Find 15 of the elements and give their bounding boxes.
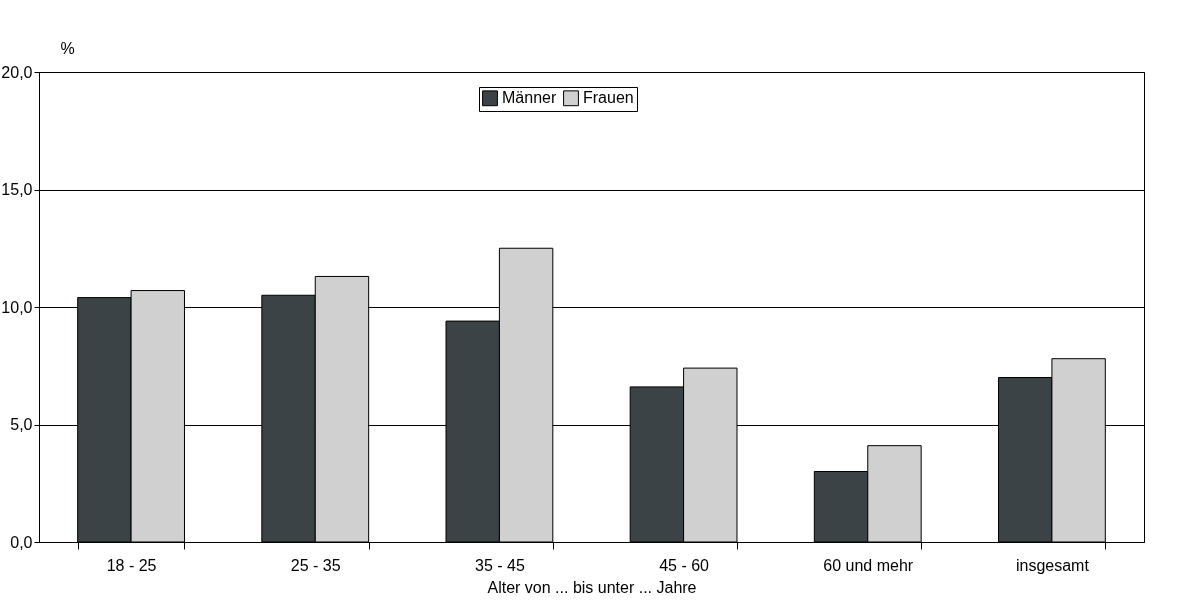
x-tick-label: 25 - 35 xyxy=(290,556,341,574)
y-tick-label: 15,0 xyxy=(1,181,33,198)
legend-label: Frauen xyxy=(583,89,634,107)
y-tick-label: 0,0 xyxy=(10,533,33,551)
y-axis-title: % xyxy=(60,39,75,57)
y-tick-label: 5,0 xyxy=(10,416,33,433)
x-tick-label: insgesamt xyxy=(1015,556,1090,574)
x-tick-label: 18 - 25 xyxy=(106,556,157,574)
x-tick-label: 35 - 45 xyxy=(475,556,525,574)
y-tick-label: 20,0 xyxy=(1,63,33,81)
x-axis-title: Alter von ... bis unter ... Jahre xyxy=(487,578,697,596)
x-tick-label: 45 - 60 xyxy=(659,556,710,574)
x-tick-label: 60 und mehr xyxy=(823,556,914,574)
y-tick-label: 10,0 xyxy=(1,298,33,316)
legend-label: Männer xyxy=(502,89,557,107)
